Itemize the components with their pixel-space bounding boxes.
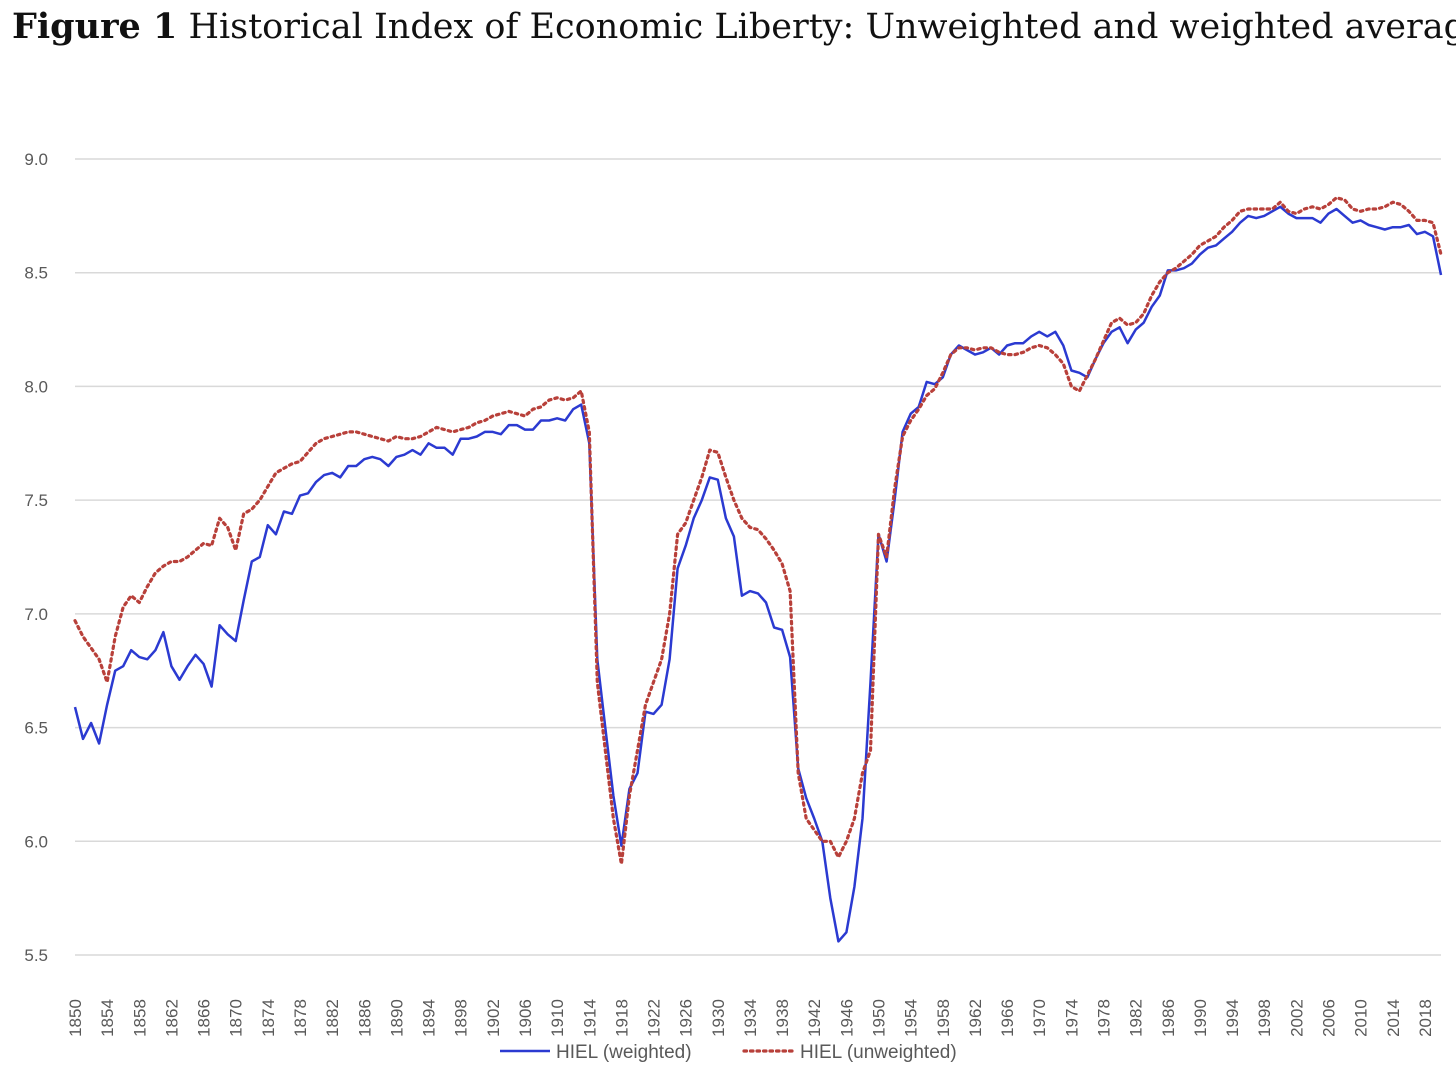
x-tick-label: 1922: [645, 999, 664, 1037]
legend: HIEL (weighted) HIEL (unweighted): [500, 1042, 957, 1063]
x-tick-label: 1958: [934, 999, 953, 1037]
x-tick-label: 1974: [1062, 999, 1081, 1037]
figure-title: Figure 1 Historical Index of Economic Li…: [12, 6, 1456, 47]
x-tick-label: 1878: [291, 999, 310, 1037]
x-tick-label: 1970: [1030, 999, 1049, 1037]
x-tick-label: 1866: [195, 999, 214, 1037]
x-tick-label: 1994: [1223, 999, 1242, 1037]
x-tick-label: 1886: [355, 999, 374, 1037]
x-tick-label: 1914: [580, 999, 599, 1037]
y-axis-ticks: 5.5 6.0 6.5 7.0 7.5 8.0 8.5 9.0: [24, 150, 48, 965]
x-tick-label: 1894: [420, 999, 439, 1037]
legend-label-unweighted: HIEL (unweighted): [800, 1042, 957, 1063]
y-tick-label: 5.5: [24, 946, 48, 965]
x-tick-label: 2002: [1287, 999, 1306, 1037]
x-tick-label: 1902: [484, 999, 503, 1037]
x-tick-label: 1906: [516, 999, 535, 1037]
x-tick-label: 1854: [98, 999, 117, 1037]
x-tick-label: 1862: [162, 999, 181, 1037]
x-tick-label: 1850: [66, 999, 85, 1037]
figure-title-text: Historical Index of Economic Liberty: Un…: [177, 7, 1456, 47]
y-tick-label: 8.5: [24, 264, 48, 283]
x-tick-label: 1898: [452, 999, 471, 1037]
x-tick-label: 1918: [612, 999, 631, 1037]
x-tick-label: 1982: [1127, 999, 1146, 1037]
x-tick-label: 1986: [1159, 999, 1178, 1037]
x-tick-label: 2014: [1384, 999, 1403, 1037]
x-tick-label: 1874: [259, 999, 278, 1037]
x-tick-label: 1938: [773, 999, 792, 1037]
x-tick-label: 2018: [1416, 999, 1435, 1037]
y-tick-label: 6.5: [24, 719, 48, 738]
x-tick-label: 1978: [1095, 999, 1114, 1037]
x-tick-label: 1942: [805, 999, 824, 1037]
x-tick-label: 1962: [966, 999, 985, 1037]
series-line-0: [73, 205, 1443, 943]
x-tick-label: 1950: [870, 999, 889, 1037]
x-tick-label: 1910: [548, 999, 567, 1037]
x-tick-label: 1946: [837, 999, 856, 1037]
y-tick-label: 7.5: [24, 491, 48, 510]
x-tick-label: 1966: [998, 999, 1017, 1037]
x-tick-label: 1890: [387, 999, 406, 1037]
x-tick-label: 2010: [1352, 999, 1371, 1037]
x-tick-label: 1990: [1191, 999, 1210, 1037]
x-tick-label: 1934: [741, 999, 760, 1037]
y-tick-label: 8.0: [24, 377, 48, 396]
x-tick-label: 1870: [227, 999, 246, 1037]
x-tick-label: 2006: [1320, 999, 1339, 1037]
x-axis-ticks: 1850 1854 1858 1862 1866 1870 1874 1878 1882 1886…: [66, 999, 1435, 1037]
y-tick-label: 9.0: [24, 150, 48, 169]
x-tick-label: 1998: [1255, 999, 1274, 1037]
y-tick-label: 6.0: [24, 832, 48, 851]
series-lines: [73, 196, 1443, 943]
x-tick-label: 1930: [709, 999, 728, 1037]
grid-lines: [75, 158, 1441, 843]
figure-label: Figure 1: [12, 6, 178, 47]
y-tick-label: 7.0: [24, 605, 48, 624]
x-tick-label: 1858: [130, 999, 149, 1037]
series-line-1: [73, 196, 1443, 866]
x-tick-label: 1954: [902, 999, 921, 1037]
x-tick-label: 1882: [323, 999, 342, 1037]
x-tick-label: 1926: [677, 999, 696, 1037]
legend-label-weighted: HIEL (weighted): [556, 1042, 692, 1063]
